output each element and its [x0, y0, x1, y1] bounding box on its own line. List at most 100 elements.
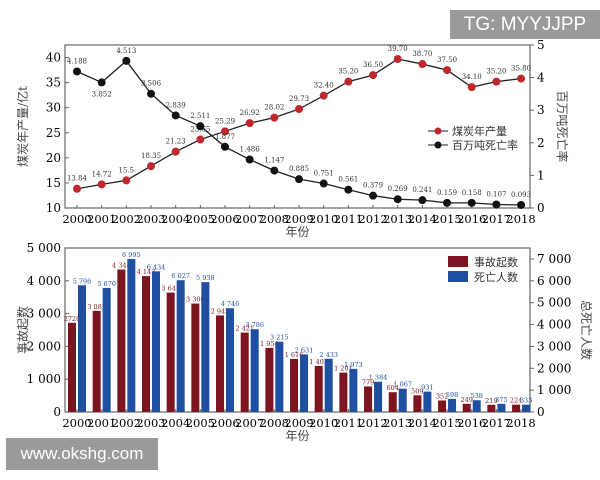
data-point [369, 71, 378, 80]
bar [339, 372, 348, 412]
x-tick-label: 2006 [210, 212, 239, 226]
bar [68, 322, 76, 412]
y2-tick-label: 1 000 [537, 383, 571, 397]
data-label: 0.561 [338, 176, 358, 184]
data-point [73, 67, 81, 76]
data-point [245, 119, 254, 128]
data-point [492, 77, 501, 86]
data-label: 2.511 [190, 112, 210, 120]
legend-marker [434, 141, 442, 149]
plot-frame [64, 44, 531, 209]
bar [142, 276, 151, 412]
x-axis-title: 年份 [285, 225, 309, 239]
data-point [467, 198, 476, 207]
data-point [295, 105, 304, 114]
x-tick-label: 2008 [260, 416, 289, 430]
y-tick-label: 1 000 [27, 372, 61, 386]
bar [448, 398, 457, 412]
data-point [393, 195, 402, 204]
x-tick-label: 2014 [408, 416, 437, 430]
bar [265, 347, 274, 412]
x-tick-label: 2010 [309, 212, 338, 226]
data-label: 3 215 [270, 334, 289, 342]
data-point [517, 200, 526, 209]
y2-tick-label: 0 [537, 201, 545, 215]
data-point [196, 135, 205, 144]
data-label: 3 641 [161, 285, 180, 293]
data-label: 6 995 [122, 251, 141, 259]
bar [240, 332, 249, 412]
data-label: 35.80 [511, 65, 531, 73]
bar [127, 259, 136, 412]
data-label: 5 796 [73, 277, 92, 285]
bar [497, 403, 506, 412]
data-label: 779 [362, 378, 374, 386]
data-label: 34.10 [462, 73, 482, 81]
y-tick-label: 10 [46, 201, 61, 215]
data-label: 538 [471, 392, 483, 400]
bar [78, 285, 86, 412]
data-label: 15.5 [119, 166, 135, 174]
data-label: 4 143 [137, 268, 156, 276]
y2-tick-label: 4 [537, 71, 545, 85]
data-label: 14.72 [92, 170, 112, 178]
x-tick-label: 2007 [235, 212, 264, 226]
y2-axis-title: 总死亡人数 [579, 300, 594, 360]
y2-tick-label: 6 000 [537, 274, 571, 288]
data-point [319, 179, 328, 188]
data-label: 4.513 [116, 47, 136, 55]
data-point [467, 83, 476, 92]
x-tick-label: 2009 [284, 212, 313, 226]
bar [522, 404, 531, 412]
bar [374, 381, 383, 412]
legend-label: 事故起数 [474, 255, 518, 269]
data-point [344, 77, 353, 86]
bar [166, 292, 175, 412]
y2-tick-label: 3 [537, 103, 545, 117]
legend-swatch [448, 256, 468, 267]
data-label: 26.92 [240, 109, 260, 117]
y2-tick-label: 7 000 [537, 252, 571, 266]
data-point [147, 89, 156, 98]
legend-label: 死亡人数 [474, 270, 518, 284]
x-tick-label: 2004 [161, 212, 190, 226]
data-label: 18.35 [141, 152, 161, 160]
data-label: 1 384 [369, 374, 388, 382]
data-label: 931 [421, 384, 433, 392]
data-label: 0.269 [388, 185, 408, 193]
data-point [97, 180, 106, 189]
bar [398, 388, 407, 412]
bar [216, 315, 225, 412]
data-label: 2 631 [295, 346, 314, 354]
bar [512, 404, 521, 412]
data-point [443, 198, 452, 207]
bar [300, 354, 309, 412]
data-point [122, 176, 131, 185]
x-tick-label: 2003 [136, 212, 165, 226]
data-label: 13.84 [67, 175, 88, 183]
x-tick-label: 2004 [161, 416, 190, 430]
x-tick-label: 2007 [235, 416, 264, 430]
x-tick-label: 2000 [62, 416, 91, 430]
data-point [171, 111, 180, 120]
data-label: 0.379 [363, 182, 383, 190]
bar [388, 392, 397, 412]
data-label: 37.50 [437, 56, 457, 64]
data-label: 352 [436, 392, 448, 400]
y-axis-title: 煤炭年产量/亿t [15, 86, 30, 167]
bar [364, 386, 373, 412]
legend-swatch [448, 271, 468, 282]
data-point [73, 184, 81, 193]
data-label: 1 201 [334, 365, 353, 373]
data-point [122, 56, 131, 65]
data-label: 5 670 [97, 280, 116, 288]
data-label: 249 [461, 396, 473, 404]
data-label: 0.241 [412, 186, 432, 194]
data-label: 6 434 [147, 263, 166, 271]
data-label: 21.23 [166, 138, 186, 146]
bar [462, 403, 471, 412]
y-tick-label: 3 000 [27, 307, 61, 321]
x-tick-label: 2018 [506, 212, 535, 226]
x-tick-label: 2013 [383, 212, 412, 226]
